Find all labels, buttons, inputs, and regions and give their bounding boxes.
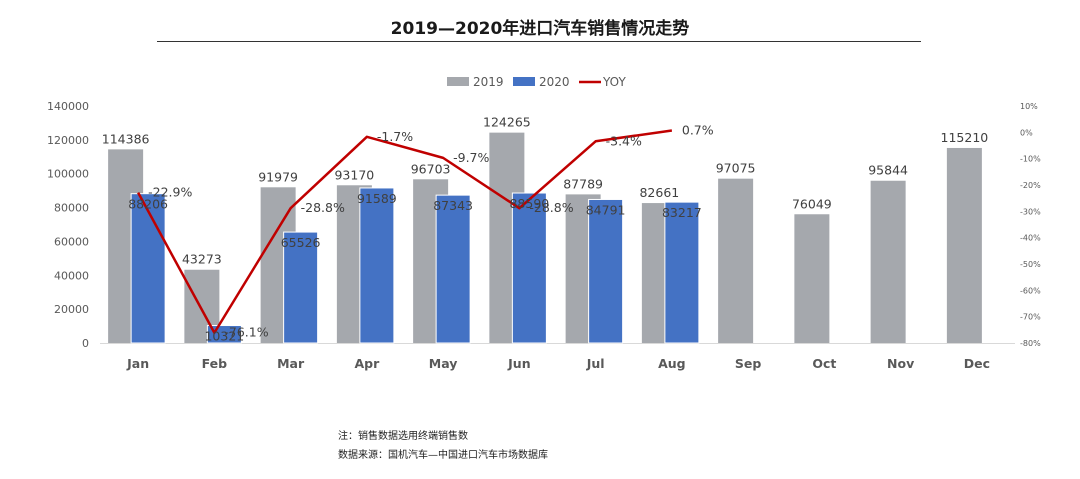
- data-label-2020: 83217: [662, 205, 702, 220]
- data-label-2019: 95844: [868, 163, 908, 178]
- bar-2019: [946, 147, 982, 343]
- data-label-2020: 84791: [586, 202, 626, 217]
- y-right-tick-label: -50%: [1020, 260, 1041, 269]
- x-tick-label: Nov: [887, 356, 914, 371]
- bar-2020: [511, 192, 547, 344]
- data-label-2019: 114386: [102, 131, 150, 146]
- data-label-2019: 76049: [792, 196, 832, 211]
- note-line-1: 注：销售数据选用终端销售数: [338, 431, 468, 442]
- data-label-2019: 124265: [483, 115, 531, 130]
- bar-2020: [435, 194, 471, 344]
- x-tick-label: Jul: [586, 356, 605, 371]
- data-label-2020: 88206: [128, 197, 168, 212]
- data-label-yoy: -1.7%: [377, 129, 413, 144]
- y-right-tick-label: 0%: [1020, 128, 1033, 137]
- legend-label-yoy: YOY: [602, 75, 626, 89]
- bar-2019: [718, 178, 754, 343]
- bar-2020: [130, 193, 166, 344]
- legend-swatch-2019: [447, 77, 469, 86]
- x-tick-label: Oct: [812, 356, 836, 371]
- data-label-2019: 82661: [639, 185, 679, 200]
- bar-2020: [664, 201, 700, 344]
- title-underline: [157, 41, 921, 42]
- data-label-2019: 87789: [563, 176, 603, 191]
- y-right-tick-label: -60%: [1020, 286, 1041, 295]
- y-left-tick-label: 120000: [47, 134, 89, 147]
- x-tick-label: Dec: [964, 356, 990, 371]
- note-line-2: 数据来源：国机汽车—中国进口汽车市场数据库: [338, 450, 548, 461]
- y-left-tick-label: 60000: [54, 235, 89, 248]
- y-left-tick-label: 80000: [54, 202, 89, 215]
- x-tick-label: Sep: [735, 356, 761, 371]
- y-right-tick-label: -20%: [1020, 181, 1041, 190]
- x-tick-label: Jun: [507, 356, 530, 371]
- data-label-2020: 87343: [433, 198, 473, 213]
- legend-label-2019: 2019: [473, 75, 504, 89]
- yoy-line: [137, 129, 673, 334]
- data-label-2019: 96703: [411, 161, 451, 176]
- x-tick-label: Mar: [277, 356, 305, 371]
- data-label-yoy: -76.1%: [224, 325, 268, 340]
- bar-2019: [870, 180, 906, 343]
- y-right-tick-label: -40%: [1020, 234, 1041, 243]
- notes: 注：销售数据选用终端销售数 数据来源：国机汽车—中国进口汽车市场数据库: [338, 427, 548, 465]
- y-left-tick-label: 0: [82, 337, 89, 350]
- y-left-tick-label: 20000: [54, 303, 89, 316]
- data-label-2020: 91589: [357, 191, 397, 206]
- y-right-tick-label: -80%: [1020, 339, 1041, 348]
- legend-label-2020: 2020: [539, 75, 570, 89]
- y-right-tick-label: -30%: [1020, 207, 1041, 216]
- data-label-2020: 65526: [281, 235, 321, 250]
- y-right-tick-label: -70%: [1020, 313, 1041, 322]
- data-label-2019: 115210: [941, 130, 989, 145]
- y-right-tick-label: -10%: [1020, 155, 1041, 164]
- data-label-2019: 43273: [182, 252, 222, 267]
- data-label-yoy: -9.7%: [453, 150, 489, 165]
- data-label-yoy: -3.4%: [606, 133, 642, 148]
- data-label-2019: 93170: [334, 167, 374, 182]
- data-label-2020: 88590: [509, 196, 549, 211]
- data-label-yoy: -28.8%: [529, 200, 573, 215]
- data-label-2019: 91979: [258, 169, 298, 184]
- bar-2019: [794, 214, 830, 343]
- bar-2020: [588, 198, 624, 344]
- x-tick-label: Aug: [658, 356, 686, 371]
- data-label-yoy: -22.9%: [148, 185, 192, 200]
- y-right-tick-label: 10%: [1020, 102, 1038, 111]
- bar-2020: [359, 187, 395, 344]
- data-label-2019: 97075: [716, 161, 756, 176]
- data-label-yoy: -28.8%: [301, 200, 345, 215]
- legend-swatch-2020: [513, 77, 535, 86]
- chart-title: 2019—2020年进口汽车销售情况走势: [390, 19, 690, 39]
- data-label-yoy: 0.7%: [682, 122, 714, 137]
- x-tick-label: Apr: [354, 356, 380, 371]
- y-left-tick-label: 100000: [47, 168, 89, 181]
- data-label-2020: 10321: [204, 329, 244, 344]
- y-left-tick-label: 40000: [54, 269, 89, 282]
- x-tick-label: Feb: [202, 356, 228, 371]
- x-tick-label: Jan: [126, 356, 149, 371]
- bar-2020: [283, 231, 319, 344]
- y-left-tick-label: 140000: [47, 100, 89, 113]
- x-tick-label: May: [429, 356, 458, 371]
